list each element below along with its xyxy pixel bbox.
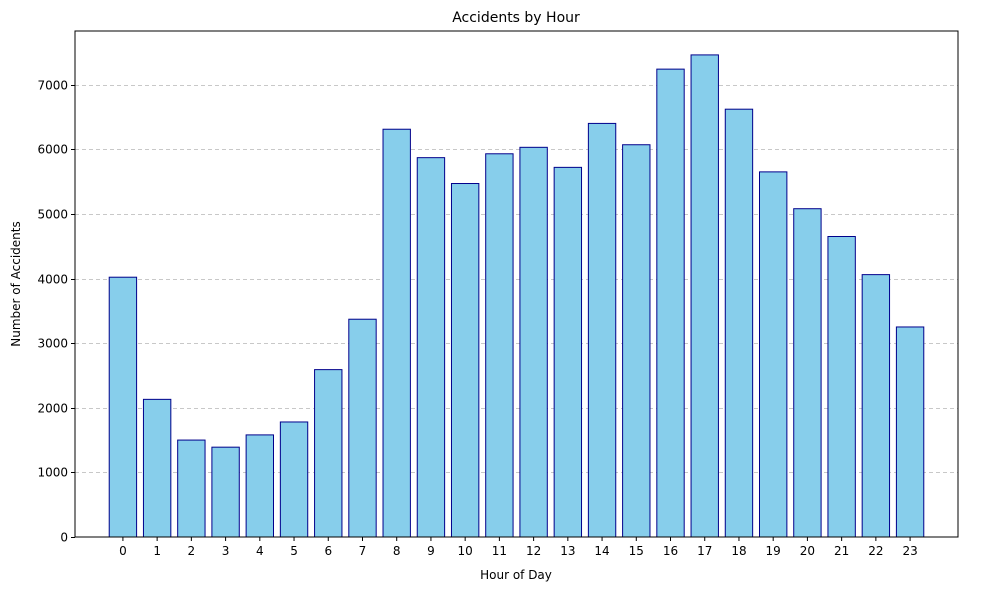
- bar-5: [279, 421, 309, 538]
- x-tick-label: 4: [256, 544, 264, 558]
- x-tick-label: 17: [697, 544, 712, 558]
- bars: [108, 54, 925, 538]
- gridlines: [75, 85, 958, 473]
- bar-11: [485, 153, 514, 538]
- y-tick-label: 5000: [37, 208, 68, 222]
- x-tick-label: 23: [902, 544, 917, 558]
- plot-frame: [74, 30, 959, 538]
- bar-22: [861, 274, 891, 538]
- x-tick-label: 5: [290, 544, 298, 558]
- bar-6: [314, 369, 343, 538]
- y-tick-label: 1000: [37, 466, 68, 480]
- bar-0: [108, 276, 138, 538]
- x-tick-label: 22: [868, 544, 883, 558]
- x-tick-label: 16: [663, 544, 678, 558]
- x-tick-label: 19: [766, 544, 781, 558]
- x-axis: 0 1 2 3 4 5 6 7 8 9 10 11 12 13 14 15 16 17 18 19 20 21 22 23: [119, 537, 918, 558]
- chart-title: Accidents by Hour: [452, 10, 580, 26]
- bar-1: [142, 398, 172, 538]
- x-tick-label: 8: [393, 544, 401, 558]
- bar-18: [724, 108, 754, 538]
- bar-15: [622, 144, 651, 538]
- x-tick-label: 12: [526, 544, 541, 558]
- x-tick-label: 18: [731, 544, 746, 558]
- bar-9: [416, 157, 446, 538]
- x-tick-label: 11: [492, 544, 507, 558]
- bar-12: [519, 146, 548, 538]
- bar-13: [553, 166, 583, 538]
- x-tick-label: 7: [359, 544, 367, 558]
- y-tick-label: 3000: [37, 337, 68, 351]
- bar-23: [895, 326, 925, 538]
- x-tick-label: 14: [594, 544, 609, 558]
- bar-7: [348, 318, 377, 538]
- x-tick-label: 3: [222, 544, 230, 558]
- x-axis-label: Hour of Day: [480, 568, 552, 582]
- bar-8: [382, 128, 411, 538]
- x-tick-label: 20: [800, 544, 815, 558]
- y-tick-label: 2000: [37, 402, 68, 416]
- x-tick-label: 13: [560, 544, 575, 558]
- x-tick-label: 21: [834, 544, 849, 558]
- bar-19: [759, 171, 788, 538]
- x-tick-label: 15: [629, 544, 644, 558]
- x-tick-label: 2: [188, 544, 196, 558]
- bar-2: [177, 439, 206, 538]
- bar-21: [827, 236, 856, 538]
- y-axis: 0 1000 2000 3000 4000 5000 6000 7000: [37, 79, 75, 545]
- bar-20: [793, 208, 822, 538]
- x-tick-label: 1: [153, 544, 161, 558]
- bar-17: [690, 54, 719, 538]
- y-tick-label: 7000: [37, 79, 68, 93]
- y-axis-label: Number of Accidents: [9, 221, 23, 347]
- y-tick-label: 6000: [37, 143, 68, 157]
- x-tick-label: 0: [119, 544, 127, 558]
- bar-16: [656, 68, 685, 538]
- x-tick-label: 10: [458, 544, 473, 558]
- bar-4: [245, 434, 274, 538]
- x-tick-label: 6: [324, 544, 332, 558]
- y-tick-label: 4000: [37, 273, 68, 287]
- bar-3: [211, 446, 240, 538]
- bar-14: [587, 122, 617, 538]
- y-tick-label: 0: [60, 531, 68, 545]
- x-tick-label: 9: [427, 544, 435, 558]
- bar-10: [450, 183, 480, 538]
